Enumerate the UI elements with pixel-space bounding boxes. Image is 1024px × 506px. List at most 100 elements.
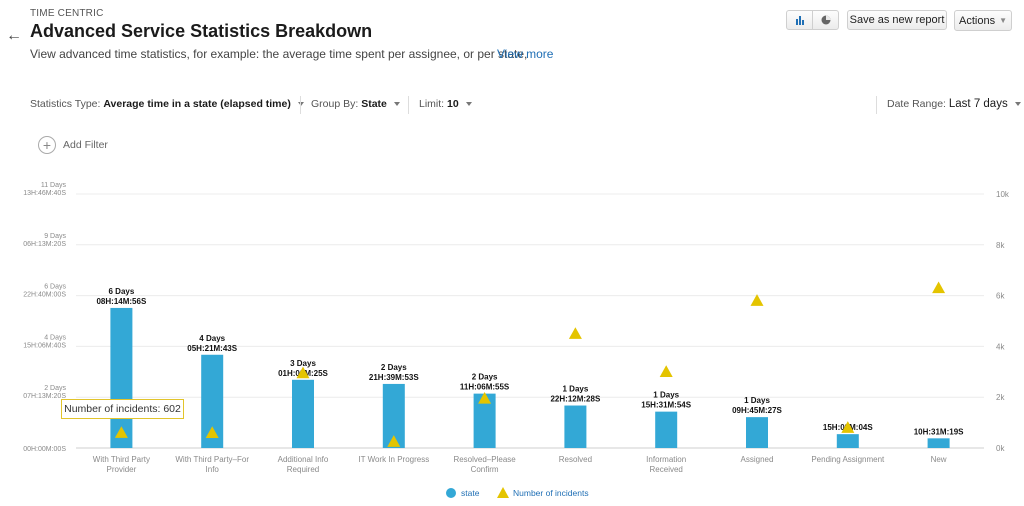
bar <box>292 379 314 448</box>
category-label: Provider <box>107 465 137 474</box>
left-axis-tick-label: 11 Days <box>41 182 67 189</box>
pie-chart-toggle-button[interactable] <box>812 10 839 30</box>
bar-data-label: 10H:31M:19S <box>914 427 964 436</box>
bar-chart-icon <box>795 15 804 25</box>
left-axis-tick-label: 2 Days <box>44 385 66 392</box>
dropdown-caret-icon <box>465 102 472 107</box>
incident-count-marker <box>114 426 128 438</box>
bar <box>746 417 768 448</box>
save-as-new-report-button[interactable]: Save as new report <box>847 10 947 30</box>
dropdown-caret-icon <box>393 102 400 107</box>
category-label: IT Work In Progress <box>358 455 429 464</box>
right-axis-tick-label: 6k <box>996 292 1005 301</box>
incident-count-marker <box>205 426 219 438</box>
category-label: New <box>931 455 947 464</box>
left-axis-tick-label: 15H:06M:40S <box>23 342 66 349</box>
back-arrow-icon[interactable]: ← <box>6 27 22 44</box>
right-axis-tick-label: 2k <box>996 393 1005 402</box>
bar-chart-toggle-button[interactable] <box>786 10 813 30</box>
page-description: View advanced time statistics, for examp… <box>30 47 528 61</box>
category-label: Resolved <box>559 455 592 464</box>
limit-select[interactable]: Limit: 10 <box>419 98 472 110</box>
bar-data-label: 09H:45M:27S <box>732 406 782 415</box>
incident-count-marker <box>750 294 764 306</box>
category-label: Required <box>287 465 319 474</box>
add-filter-label: Add Filter <box>63 139 108 151</box>
bar-data-label: 1 Days <box>653 391 679 400</box>
incident-count-marker <box>387 435 401 447</box>
left-axis-tick-label: 6 Days <box>44 284 66 291</box>
category-label: Received <box>650 465 683 474</box>
actions-menu-button[interactable]: Actions ▼ <box>954 10 1012 31</box>
date-range-value: Last 7 days <box>948 98 1008 110</box>
incident-count-marker <box>841 421 855 433</box>
category-label: With Third Party <box>93 455 150 464</box>
bar-data-label: 1 Days <box>563 385 589 394</box>
left-axis-tick-label: 00H:00M:00S <box>23 446 66 453</box>
page-title: Advanced Service Statistics Breakdown <box>30 21 373 41</box>
bar <box>382 383 405 448</box>
bar <box>836 434 859 448</box>
bar <box>473 393 496 448</box>
pie-chart-icon <box>821 15 830 25</box>
chart-tooltip: Number of incidents: 602 <box>61 399 184 419</box>
group-by-label: Group By: <box>311 98 359 110</box>
bar-data-label: 21H:39M:53S <box>369 373 419 382</box>
limit-label: Limit: <box>419 98 445 110</box>
date-range-select[interactable]: Date Range: Last 7 days <box>887 98 1021 110</box>
chevron-down-icon: ▼ <box>999 16 1007 25</box>
bar <box>201 354 224 448</box>
bar-data-label: 11H:06M:55S <box>460 383 510 392</box>
incident-count-marker <box>478 391 492 404</box>
category-label: Info <box>206 465 220 474</box>
category-label: Confirm <box>471 465 499 474</box>
bar-data-label: 15H:31M:54S <box>641 401 691 410</box>
bar-data-label: 3 Days <box>290 359 316 368</box>
statistics-type-select[interactable]: Statistics Type: Average time in a state… <box>30 98 304 110</box>
report-category: TIME CENTRIC <box>30 8 104 19</box>
statistics-type-label: Statistics Type: <box>30 98 101 110</box>
left-axis-tick-label: 07H:13M:20S <box>23 393 66 400</box>
statistics-type-value: Average time in a state (elapsed time) <box>103 98 291 110</box>
bar-data-label: 6 Days <box>109 287 135 296</box>
date-range-label: Date Range: <box>887 98 946 110</box>
bar <box>927 438 950 448</box>
legend-state-swatch <box>446 488 456 498</box>
incident-count-marker <box>659 365 673 377</box>
group-by-value: State <box>361 98 387 110</box>
actions-label: Actions <box>959 14 996 27</box>
divider <box>876 96 877 114</box>
legend-incidents-label: Number of incidents <box>513 488 589 498</box>
bar-data-label: 4 Days <box>199 334 225 343</box>
right-axis-tick-label: 0k <box>996 444 1005 453</box>
incident-count-marker <box>296 366 310 379</box>
category-label: Additional Info <box>278 455 329 464</box>
category-label: With Third Party–For <box>175 455 249 464</box>
bar-data-label: 1 Days <box>744 396 770 405</box>
right-axis-tick-label: 10k <box>996 190 1010 199</box>
right-axis-tick-label: 8k <box>996 241 1005 250</box>
category-label: Resolved–Please <box>453 455 516 464</box>
right-axis-tick-label: 4k <box>996 342 1005 351</box>
group-by-select[interactable]: Group By: State <box>311 98 400 110</box>
incident-count-marker <box>932 281 946 294</box>
incident-count-marker <box>568 327 582 339</box>
legend-state-label: state <box>461 488 480 498</box>
bar-data-label: 05H:21M:43S <box>187 344 237 353</box>
left-axis-tick-label: 9 Days <box>44 233 66 240</box>
left-axis-tick-label: 4 Days <box>44 334 66 341</box>
divider <box>300 96 301 114</box>
category-label: Assigned <box>741 455 774 464</box>
bar-data-label: 22H:12M:28S <box>550 395 600 404</box>
bar <box>655 411 678 448</box>
add-filter-button[interactable]: + Add Filter <box>38 135 108 155</box>
bar-data-label: 08H:14M:56S <box>96 297 146 306</box>
bar-data-label: 2 Days <box>381 363 407 372</box>
left-axis-tick-label: 06H:13M:20S <box>23 241 66 248</box>
filter-bar: Statistics Type: Average time in a state… <box>0 92 1024 118</box>
bar <box>564 405 587 448</box>
bar-data-label: 2 Days <box>472 373 498 382</box>
view-more-link[interactable]: View more <box>497 47 554 61</box>
limit-value: 10 <box>447 98 459 110</box>
